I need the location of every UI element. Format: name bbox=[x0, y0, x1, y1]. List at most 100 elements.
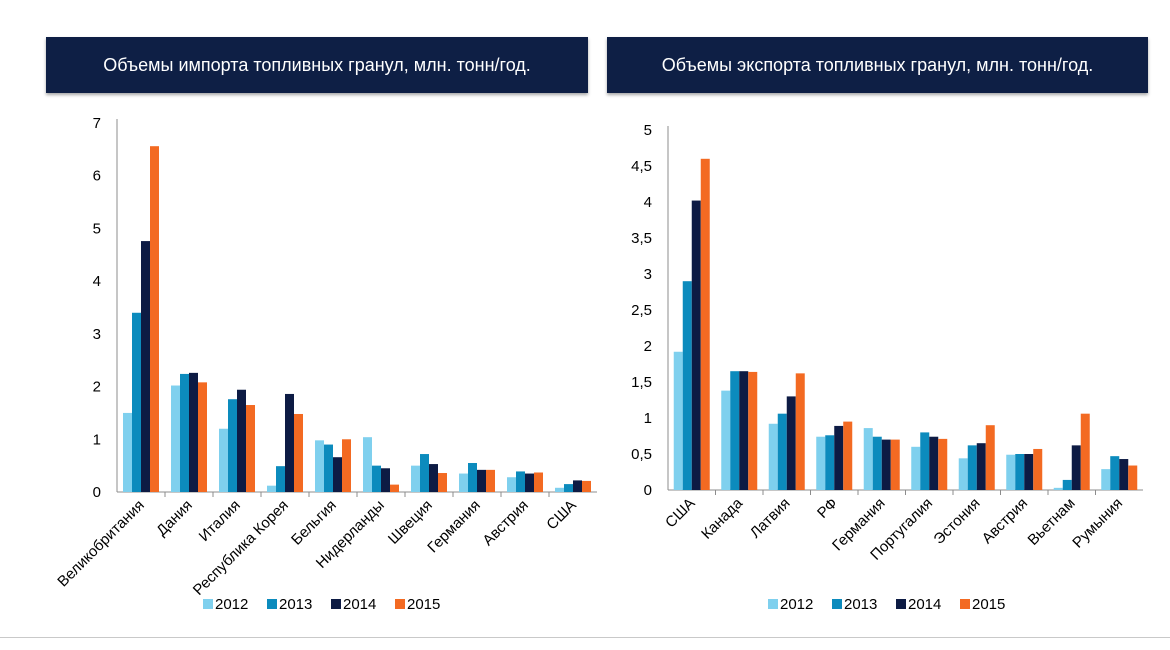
import-y-tick-label: 0 bbox=[93, 484, 101, 501]
export-legend-label: 2012 bbox=[780, 596, 813, 613]
import-category-label: Республика Корея bbox=[190, 497, 292, 599]
export-bar-2012 bbox=[1006, 454, 1016, 490]
export-bar-2015 bbox=[795, 373, 805, 490]
export-bar-2013 bbox=[920, 432, 930, 490]
export-bar-2013 bbox=[825, 435, 835, 490]
export-category-label: Германия bbox=[829, 495, 889, 555]
import-bar-2012 bbox=[507, 477, 516, 492]
export-bar-2015 bbox=[748, 371, 758, 490]
export-bar-2015 bbox=[843, 421, 853, 490]
import-bar-2013 bbox=[564, 484, 573, 492]
import-bar-2012 bbox=[555, 487, 564, 492]
export-bar-2013 bbox=[1110, 456, 1120, 490]
export-legend-swatch-2015 bbox=[960, 599, 970, 609]
export-y-tick-label: 1 bbox=[644, 410, 652, 427]
import-bar-2013 bbox=[372, 465, 381, 492]
import-y-tick-label: 4 bbox=[93, 273, 101, 290]
import-bar-2012 bbox=[171, 385, 180, 492]
import-bar-2015 bbox=[486, 469, 495, 492]
export-bar-2014 bbox=[834, 425, 844, 490]
import-bar-2015 bbox=[246, 405, 255, 492]
export-bar-2014 bbox=[1071, 445, 1081, 490]
import-bar-2013 bbox=[228, 399, 237, 492]
export-bar-2013 bbox=[730, 371, 740, 490]
export-category-label: Португалия bbox=[867, 495, 936, 564]
export-bar-2015 bbox=[985, 425, 995, 490]
import-legend-label: 2014 bbox=[343, 596, 376, 613]
import-bar-2013 bbox=[516, 471, 525, 492]
export-bar-2014 bbox=[929, 436, 939, 490]
export-legend-swatch-2014 bbox=[896, 599, 906, 609]
export-bar-2013 bbox=[872, 436, 882, 490]
export-bar-2012 bbox=[721, 390, 731, 490]
import-bar-2014 bbox=[333, 457, 342, 492]
import-y-tick-label: 5 bbox=[93, 220, 101, 237]
import-y-tick-label: 1 bbox=[93, 431, 101, 448]
export-bar-2015 bbox=[890, 439, 900, 490]
import-bar-2014 bbox=[141, 241, 150, 492]
export-y-tick-label: 3 bbox=[644, 266, 652, 283]
export-y-tick-label: 2 bbox=[644, 338, 652, 355]
import-category-label: Австрия bbox=[479, 497, 531, 549]
import-bar-2015 bbox=[390, 484, 399, 492]
export-bar-2012 bbox=[863, 428, 873, 490]
export-bar-2014 bbox=[1024, 454, 1034, 490]
import-y-tick-label: 3 bbox=[93, 326, 101, 343]
export-chart-title: Объемы экспорта топливных гранул, млн. т… bbox=[607, 37, 1148, 93]
import-bar-2014 bbox=[477, 469, 486, 492]
export-bar-2013 bbox=[1015, 454, 1025, 490]
export-bar-2012 bbox=[816, 436, 826, 490]
export-category-label: Вьетнам bbox=[1024, 495, 1078, 549]
export-y-tick-label: 4 bbox=[644, 194, 652, 211]
import-chart-title: Объемы импорта топливных гранул, млн. то… bbox=[46, 37, 588, 93]
import-bar-2015 bbox=[534, 472, 543, 492]
import-legend-label: 2015 bbox=[407, 596, 440, 613]
import-bar-2015 bbox=[150, 146, 159, 493]
import-category-label: Германия bbox=[424, 497, 484, 557]
import-chart: 0 1 2 3 4 5 6 7 Великобритания Дания ИталияРеспубл… bbox=[54, 115, 597, 613]
import-legend-swatch-2015 bbox=[395, 599, 405, 609]
import-bar-2013 bbox=[324, 444, 333, 492]
export-bar-2013 bbox=[777, 413, 787, 490]
export-chart-title-text: Объемы экспорта топливных гранул, млн. т… bbox=[661, 54, 1094, 75]
import-bar-2012 bbox=[315, 440, 324, 492]
export-bar-2015 bbox=[1033, 448, 1043, 490]
import-bar-2014 bbox=[237, 389, 246, 492]
import-bar-2012 bbox=[459, 473, 468, 492]
export-bar-2012 bbox=[1101, 469, 1111, 490]
export-y-tick-label: 1,5 bbox=[631, 374, 652, 391]
export-y-tick-label: 0,5 bbox=[631, 446, 652, 463]
export-bar-2014 bbox=[739, 371, 749, 490]
import-bar-2014 bbox=[381, 468, 390, 492]
export-y-tick-label: 5 bbox=[644, 122, 652, 139]
export-category-label: Эстония bbox=[930, 495, 983, 548]
import-y-tick-label: 7 bbox=[93, 115, 101, 132]
import-y-tick-label: 2 bbox=[93, 379, 101, 396]
export-bar-2015 bbox=[700, 158, 710, 491]
import-bar-2012 bbox=[411, 465, 420, 492]
import-bar-2012 bbox=[219, 428, 228, 492]
export-bar-2012 bbox=[958, 458, 968, 490]
export-bar-2012 bbox=[1053, 487, 1063, 490]
export-bar-2015 bbox=[1080, 413, 1090, 490]
import-bar-2014 bbox=[525, 473, 534, 492]
export-category-label: США bbox=[662, 495, 698, 531]
export-category-label: Латвия bbox=[747, 495, 794, 542]
import-bar-2015 bbox=[582, 480, 591, 492]
import-legend-label: 2012 bbox=[215, 596, 248, 613]
export-bar-2013 bbox=[1062, 479, 1072, 490]
export-category-label: Румыния bbox=[1069, 495, 1126, 552]
import-bar-2012 bbox=[123, 412, 132, 492]
export-bar-2013 bbox=[967, 445, 977, 490]
import-bar-2015 bbox=[342, 439, 351, 492]
export-y-tick-label: 3,5 bbox=[631, 230, 652, 247]
import-bar-2013 bbox=[420, 454, 429, 492]
import-bar-2013 bbox=[132, 312, 141, 492]
import-y-tick-label: 6 bbox=[93, 168, 101, 185]
import-bar-2013 bbox=[468, 463, 477, 492]
import-category-label: Италия bbox=[196, 497, 244, 545]
import-legend-swatch-2014 bbox=[331, 599, 341, 609]
import-category-label: Дания bbox=[153, 497, 196, 540]
import-legend-swatch-2012 bbox=[203, 599, 213, 609]
import-bar-2014 bbox=[189, 372, 198, 492]
